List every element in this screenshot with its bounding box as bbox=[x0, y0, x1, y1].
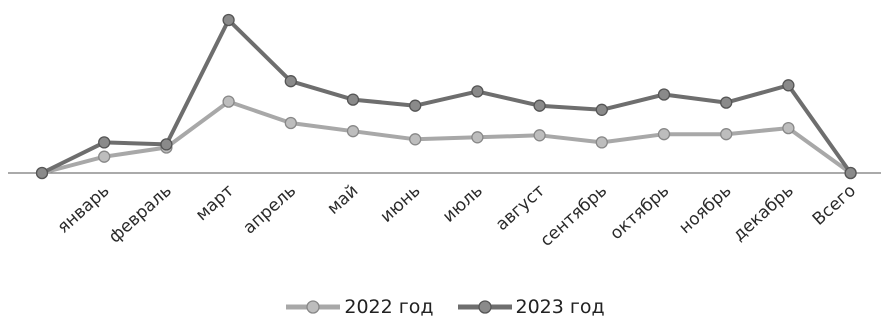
legend-item-2023: 2023 год bbox=[456, 296, 605, 318]
legend: 2022 год 2023 год bbox=[0, 292, 889, 322]
data-point bbox=[533, 129, 546, 142]
data-point bbox=[595, 136, 608, 149]
data-point bbox=[98, 150, 111, 163]
data-point bbox=[595, 103, 608, 116]
legend-label-2022: 2022 год bbox=[344, 296, 434, 318]
data-point bbox=[346, 93, 360, 106]
series-0 bbox=[35, 95, 857, 180]
x-tick-label: апрель bbox=[239, 181, 300, 238]
data-point bbox=[844, 166, 857, 180]
data-point bbox=[35, 166, 49, 180]
series-line-0 bbox=[41, 99, 852, 175]
data-point bbox=[657, 88, 671, 101]
data-point bbox=[98, 136, 111, 149]
series-layer bbox=[35, 13, 857, 180]
data-point bbox=[222, 95, 235, 108]
series-line-1 bbox=[41, 18, 853, 175]
x-tick-label: июль bbox=[439, 181, 487, 227]
x-tick-label: декабрь bbox=[729, 181, 798, 246]
legend-label-2023: 2023 год bbox=[515, 296, 605, 318]
data-point bbox=[782, 121, 795, 135]
data-point bbox=[657, 128, 671, 141]
x-tick-label: октябрь bbox=[606, 181, 673, 244]
data-point bbox=[409, 133, 422, 146]
x-tick-label: июнь bbox=[377, 181, 425, 227]
x-tick-label: январь bbox=[54, 181, 114, 238]
series-1 bbox=[35, 13, 857, 180]
x-tick-label: сентябрь bbox=[537, 181, 612, 251]
data-point bbox=[720, 96, 733, 109]
data-point bbox=[720, 128, 733, 141]
data-point bbox=[409, 99, 422, 112]
data-point bbox=[222, 13, 235, 27]
data-point bbox=[471, 85, 484, 98]
legend-swatch-2022 bbox=[286, 300, 341, 314]
data-point bbox=[284, 75, 297, 88]
x-tick-label: ноябрь bbox=[675, 181, 735, 238]
x-tick-label: февраль bbox=[105, 181, 176, 247]
data-point bbox=[160, 138, 173, 151]
data-point bbox=[782, 79, 795, 92]
data-point bbox=[346, 125, 360, 138]
legend-swatch-2023 bbox=[457, 300, 512, 314]
data-point bbox=[284, 116, 297, 130]
data-point bbox=[471, 131, 484, 144]
legend-item-2022: 2022 год bbox=[284, 296, 434, 318]
x-tick-label: Всего bbox=[809, 181, 860, 230]
data-point bbox=[533, 99, 546, 112]
x-tick-label: май bbox=[323, 181, 362, 219]
x-tick-label: август bbox=[492, 181, 549, 235]
x-tick-label: март bbox=[192, 181, 238, 225]
